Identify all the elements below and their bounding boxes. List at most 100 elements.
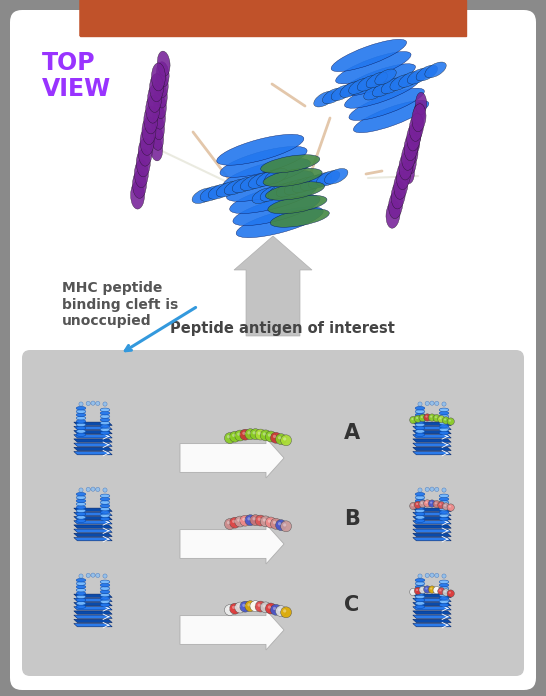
Ellipse shape	[200, 186, 223, 201]
Circle shape	[425, 574, 429, 578]
Circle shape	[224, 432, 235, 443]
Circle shape	[242, 603, 246, 607]
Circle shape	[440, 590, 442, 592]
Polygon shape	[74, 533, 112, 537]
Polygon shape	[74, 439, 112, 442]
Circle shape	[245, 429, 256, 440]
Ellipse shape	[76, 493, 86, 496]
Ellipse shape	[144, 106, 158, 134]
Ellipse shape	[403, 161, 414, 184]
Circle shape	[442, 503, 450, 510]
Circle shape	[425, 416, 428, 418]
Circle shape	[420, 416, 423, 418]
Circle shape	[442, 589, 450, 596]
Ellipse shape	[331, 85, 353, 101]
Circle shape	[411, 418, 413, 420]
Ellipse shape	[439, 408, 449, 411]
Ellipse shape	[153, 104, 165, 129]
Circle shape	[430, 587, 432, 590]
Circle shape	[425, 402, 429, 406]
Circle shape	[442, 488, 446, 492]
Circle shape	[278, 436, 281, 439]
Ellipse shape	[100, 415, 110, 418]
Ellipse shape	[415, 582, 425, 585]
Polygon shape	[74, 529, 112, 532]
Ellipse shape	[364, 84, 385, 100]
Ellipse shape	[415, 410, 425, 413]
Circle shape	[247, 517, 251, 521]
Ellipse shape	[147, 84, 162, 112]
Text: MHC peptide
binding cleft is
unoccupied: MHC peptide binding cleft is unoccupied	[62, 281, 178, 329]
Polygon shape	[413, 439, 451, 442]
Ellipse shape	[76, 519, 86, 523]
Ellipse shape	[232, 177, 256, 193]
Circle shape	[258, 432, 261, 435]
Ellipse shape	[439, 587, 449, 590]
Circle shape	[433, 500, 440, 508]
Ellipse shape	[415, 413, 425, 417]
Circle shape	[410, 416, 417, 424]
Ellipse shape	[146, 95, 160, 123]
Polygon shape	[74, 599, 112, 601]
Ellipse shape	[76, 499, 86, 503]
Ellipse shape	[415, 496, 425, 499]
Ellipse shape	[155, 83, 167, 108]
Polygon shape	[413, 426, 451, 429]
Ellipse shape	[100, 507, 110, 511]
Polygon shape	[413, 624, 451, 627]
Polygon shape	[413, 599, 451, 601]
Ellipse shape	[394, 171, 408, 199]
Polygon shape	[74, 443, 112, 446]
Ellipse shape	[140, 127, 154, 155]
Ellipse shape	[366, 72, 388, 88]
Circle shape	[250, 429, 261, 440]
Ellipse shape	[416, 65, 437, 81]
Ellipse shape	[323, 88, 344, 104]
Ellipse shape	[415, 493, 425, 496]
Ellipse shape	[410, 122, 422, 144]
Ellipse shape	[415, 592, 425, 595]
Ellipse shape	[76, 413, 86, 417]
Text: B: B	[344, 509, 360, 529]
Circle shape	[242, 432, 246, 435]
Circle shape	[227, 521, 230, 524]
Ellipse shape	[439, 603, 449, 607]
Ellipse shape	[399, 152, 413, 180]
Circle shape	[79, 488, 83, 492]
Ellipse shape	[415, 423, 425, 427]
Circle shape	[411, 590, 413, 592]
Circle shape	[237, 519, 240, 522]
Ellipse shape	[76, 595, 86, 599]
Ellipse shape	[390, 74, 411, 90]
Ellipse shape	[439, 500, 449, 505]
Ellipse shape	[157, 51, 170, 77]
Ellipse shape	[76, 496, 86, 499]
Circle shape	[430, 573, 434, 577]
Polygon shape	[413, 448, 451, 450]
Ellipse shape	[401, 143, 416, 171]
Circle shape	[247, 603, 251, 606]
Ellipse shape	[76, 426, 86, 430]
Ellipse shape	[216, 182, 240, 197]
Circle shape	[435, 502, 437, 505]
Ellipse shape	[314, 91, 335, 107]
Circle shape	[235, 602, 246, 613]
Ellipse shape	[76, 509, 86, 512]
Ellipse shape	[414, 102, 425, 125]
Ellipse shape	[230, 182, 317, 214]
Ellipse shape	[300, 175, 324, 191]
Ellipse shape	[439, 600, 449, 603]
Circle shape	[245, 601, 256, 612]
Ellipse shape	[142, 117, 156, 145]
Circle shape	[433, 415, 440, 422]
Ellipse shape	[439, 415, 449, 418]
Circle shape	[240, 515, 251, 526]
Ellipse shape	[100, 593, 110, 597]
Ellipse shape	[372, 81, 394, 97]
Circle shape	[416, 417, 418, 419]
Ellipse shape	[100, 590, 110, 594]
Ellipse shape	[415, 429, 425, 433]
Ellipse shape	[391, 181, 405, 209]
Ellipse shape	[439, 498, 449, 501]
Circle shape	[265, 517, 276, 528]
